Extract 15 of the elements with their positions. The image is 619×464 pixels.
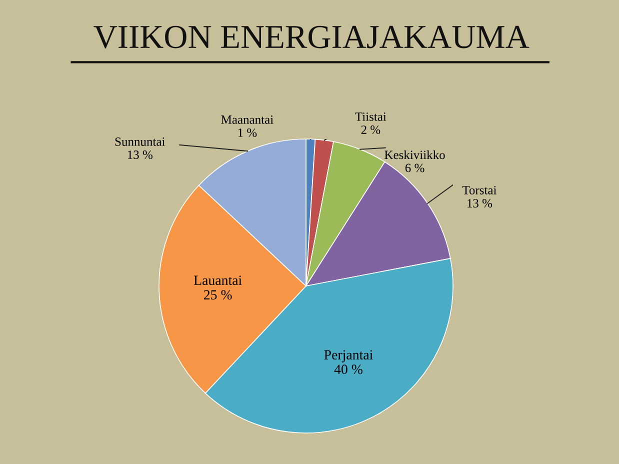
data-label: 1 % — [238, 128, 257, 137]
slice-label: Sunnuntai — [115, 137, 165, 146]
slice-label: Tiistai — [355, 112, 386, 121]
slice-label: Torstai — [462, 186, 496, 194]
slice-label: Keskiviikko — [384, 150, 445, 160]
slice-label: Perjantai — [324, 350, 373, 362]
data-label: 2 % — [361, 126, 380, 134]
slice-label: Maanantai — [221, 115, 274, 124]
data-label: 40 % — [334, 364, 362, 374]
data-label: 13 % — [128, 150, 152, 159]
data-label: 6 % — [405, 164, 424, 172]
data-label: 25 % — [204, 290, 232, 300]
data-label: 13 % — [468, 199, 492, 208]
slice-label: Lauantai — [194, 276, 242, 285]
chart-title: VIIKON ENERGIAJAKAUMA — [94, 26, 530, 48]
